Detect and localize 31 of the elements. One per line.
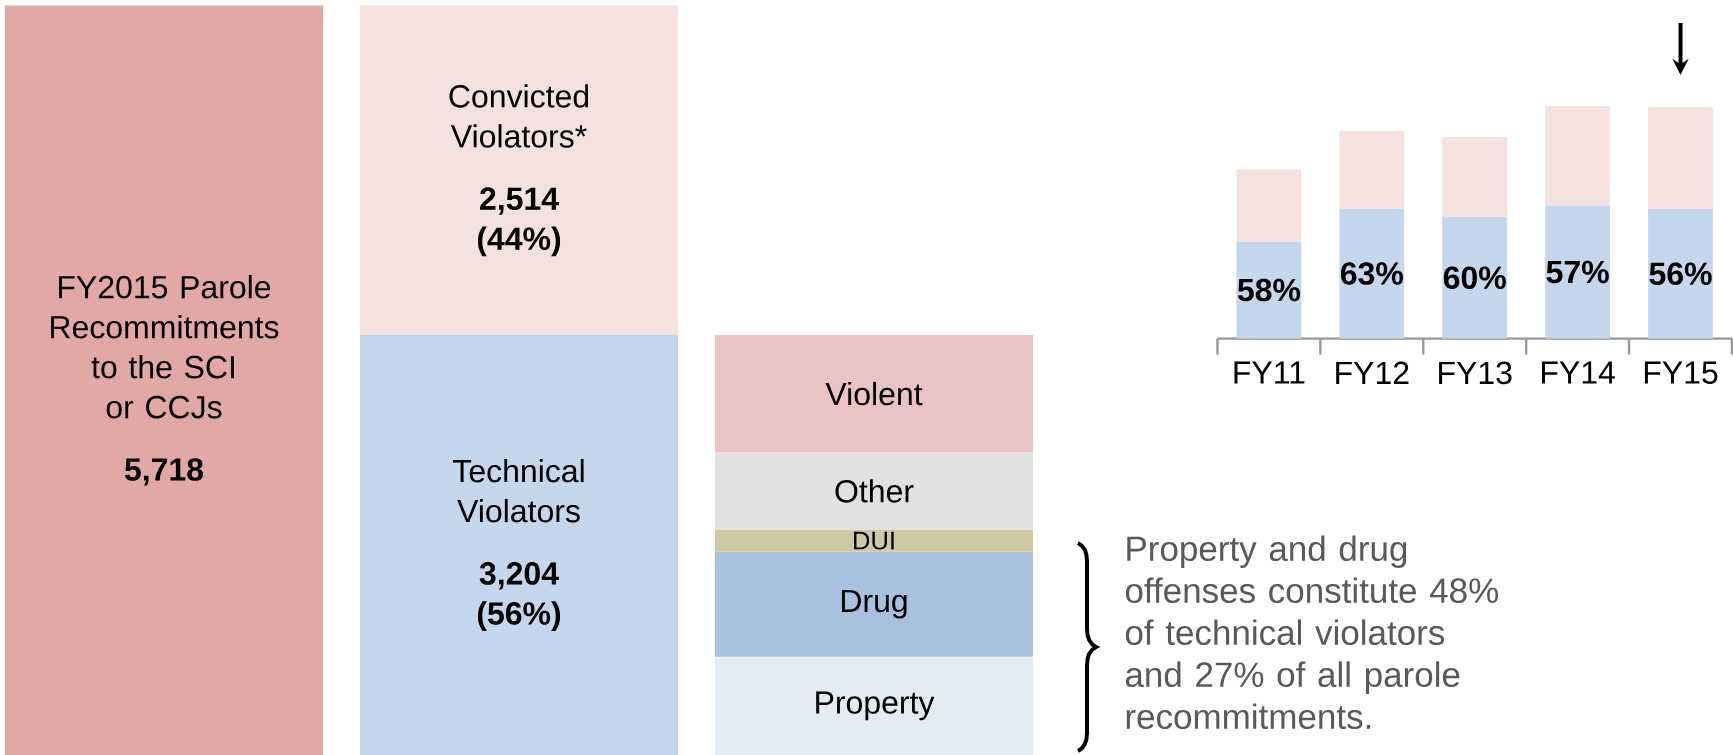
text: Property and drug offenses constitute 48% of technical violators and 27% of all parole recommitments. <box>1125 535 1499 730</box>
series-label: Drug <box>841 589 907 619</box>
bar <box>1648 208 1713 339</box>
annotation: 58% <box>1237 278 1301 302</box>
series-label: Other <box>835 479 914 503</box>
annotation: 60% <box>1443 266 1506 290</box>
bar <box>1545 105 1611 206</box>
series-label: Violent <box>825 381 923 406</box>
x-tick-label: FY11 <box>1234 361 1305 384</box>
x-tick-label: FY15 <box>1644 361 1718 384</box>
bar <box>1339 131 1405 209</box>
bar <box>1442 136 1508 217</box>
bar <box>1545 205 1611 339</box>
series-label: Technical Violators <box>453 458 584 523</box>
annotation: 63% <box>1340 262 1403 285</box>
x-tick-label: FY14 <box>1542 361 1615 384</box>
data-label: 3,204 (56%) <box>477 562 561 632</box>
series-label: FY2015 Parole Recommitments to the SCI or CCJs <box>51 275 279 419</box>
x-tick-label: FY12 <box>1336 361 1409 384</box>
series-label: Convicted Violators* <box>449 84 589 148</box>
x-tick-label: FY13 <box>1439 361 1512 385</box>
series-label: Property <box>816 691 935 721</box>
bar <box>1442 216 1508 339</box>
bar <box>1236 169 1302 242</box>
bar <box>1339 208 1405 339</box>
bar <box>1648 106 1713 209</box>
data-label: 2,514 (44%) <box>477 187 561 257</box>
series-label: DUI <box>854 531 894 550</box>
data-label: 5,718 <box>124 458 204 486</box>
annotation: 57% <box>1546 260 1609 284</box>
annotation: 56% <box>1649 262 1712 286</box>
